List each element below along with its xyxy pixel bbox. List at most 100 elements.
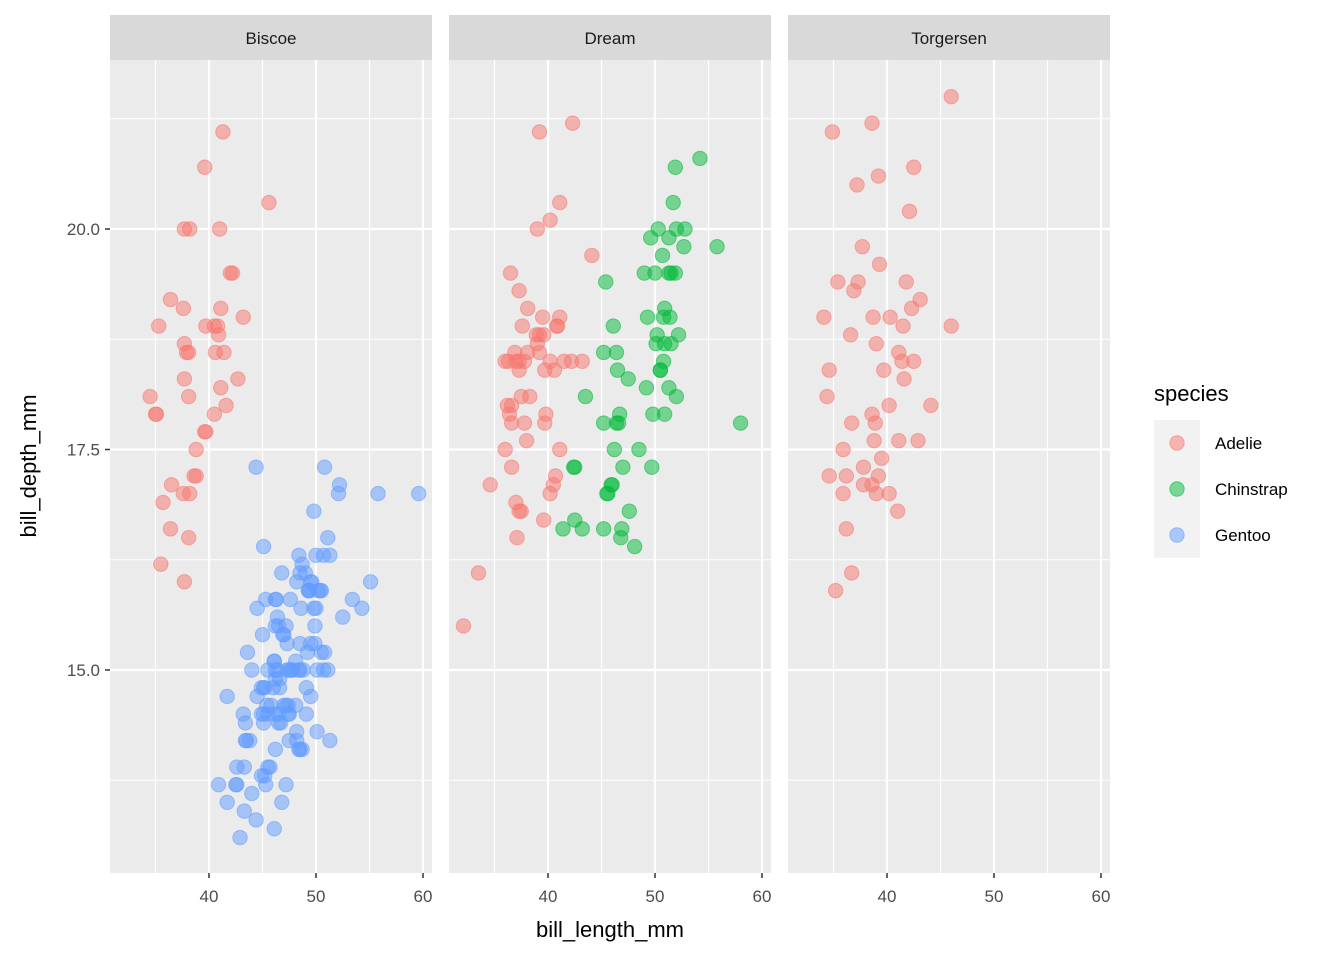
point-gentoo [229,759,245,775]
point-chinstrap [648,335,664,352]
facet-strip [788,15,1110,60]
point-gentoo [210,776,227,793]
point-gentoo [219,794,235,810]
point-chinstrap [645,406,661,422]
point-gentoo [255,679,272,696]
x-tick-label: 40 [539,887,558,906]
point-adelie [545,477,562,493]
point-adelie [482,477,498,493]
point-adelie [519,300,536,317]
point-chinstrap [555,521,571,537]
point-adelie [867,415,883,431]
point-adelie [522,388,538,405]
point-adelie [216,344,232,361]
point-adelie [180,388,197,405]
point-gentoo [307,618,323,634]
point-adelie [210,327,227,343]
point-adelie [843,415,860,431]
point-gentoo [278,776,294,793]
point-gentoo [281,732,297,749]
point-adelie [470,565,487,581]
point-gentoo [278,697,294,713]
x-tick-label: 60 [1092,887,1111,906]
point-adelie [537,362,553,378]
legend-key-chinstrap [1169,481,1185,497]
point-adelie [197,159,213,175]
y-tick-label: 17.5 [67,441,100,460]
point-gentoo [274,565,290,581]
point-chinstrap [577,388,594,405]
point-adelie [213,300,229,317]
point-chinstrap [620,371,636,387]
point-gentoo [316,644,333,661]
point-adelie [518,432,535,449]
point-gentoo [306,503,322,519]
point-adelie [898,274,914,290]
point-adelie [881,485,897,502]
point-adelie [855,477,872,493]
point-adelie [497,353,513,369]
point-gentoo [289,574,305,590]
point-gentoo [320,530,336,546]
point-gentoo [248,459,264,475]
point-adelie [497,441,513,458]
point-adelie [896,371,912,387]
point-adelie [261,194,277,211]
x-tick-label: 60 [414,887,433,906]
point-chinstrap [615,459,631,475]
point-chinstrap [676,238,692,255]
x-tick-label: 40 [878,887,897,906]
point-adelie [891,432,907,449]
point-gentoo [344,591,361,608]
point-adelie [882,309,898,325]
point-adelie [868,335,884,352]
point-adelie [838,521,855,537]
point-adelie [206,406,223,422]
point-gentoo [411,485,427,502]
point-gentoo [228,776,244,793]
y-tick-label: 15.0 [67,661,100,680]
facet-strip [110,15,432,60]
point-adelie [943,89,959,105]
point-adelie [827,582,844,599]
point-adelie [529,221,545,237]
point-adelie [503,459,520,475]
point-gentoo [260,759,276,775]
point-adelie [819,388,835,405]
point-adelie [895,318,911,334]
point-chinstrap [609,362,626,378]
point-adelie [212,221,228,237]
point-adelie [842,327,859,343]
point-gentoo [249,600,265,616]
point-chinstrap [603,477,619,493]
point-adelie [188,441,204,458]
legend-item-gentoo: Gentoo [1169,526,1271,545]
point-chinstrap [665,194,681,211]
points-dream [455,115,749,634]
point-gentoo [330,485,347,502]
point-adelie [180,530,197,546]
point-adelie [502,265,519,281]
point-adelie [835,485,851,502]
point-chinstrap [565,459,582,475]
point-adelie [176,574,193,590]
point-gentoo [322,732,338,749]
point-gentoo [306,600,322,616]
point-gentoo [268,591,285,608]
point-chinstrap [643,230,659,246]
point-adelie [866,432,882,449]
point-gentoo [291,662,307,678]
point-adelie [222,265,239,281]
facet-strip-label: Dream [584,29,635,48]
point-chinstrap [606,441,623,458]
panel-biscoe: Biscoe 40 50 60 [110,15,432,906]
point-adelie [838,468,855,484]
point-gentoo [309,724,325,740]
point-adelie [876,362,892,378]
point-adelie [163,477,180,493]
point-adelie [574,353,590,369]
point-adelie [455,618,472,634]
point-gentoo [244,662,260,678]
legend: species Adelie Chinstrap Gentoo [1154,381,1288,558]
